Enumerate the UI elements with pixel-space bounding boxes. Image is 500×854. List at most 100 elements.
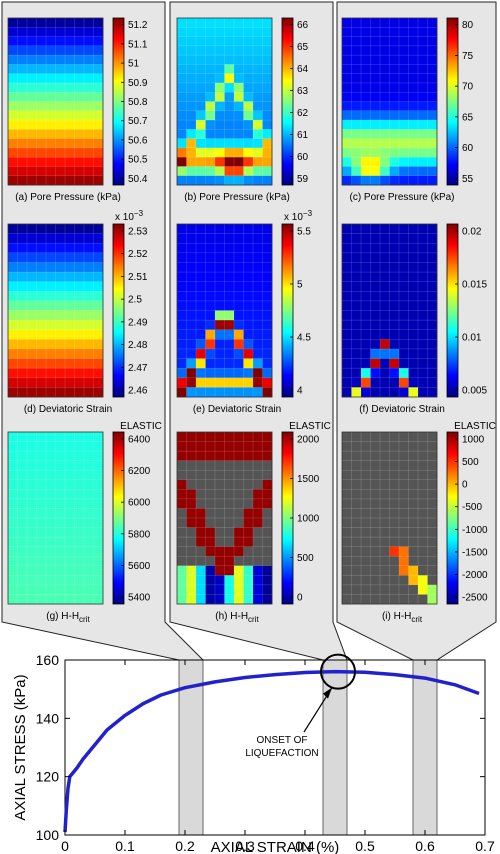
cell [186,82,197,93]
cell [342,348,352,359]
cell [234,129,244,139]
cell [65,138,75,149]
cell [399,300,409,311]
cell [205,92,216,102]
cell [418,377,428,388]
panel-caption: (f) Deviatoric Strain [359,404,445,415]
cell [65,157,75,167]
cell [17,129,28,139]
cell [234,45,244,56]
cell [196,556,206,567]
cell [370,55,381,65]
cell [93,470,104,481]
cell [418,565,428,576]
cell [74,527,85,538]
cell [427,92,438,102]
cell [243,18,254,28]
cell [389,348,400,359]
cell [17,300,28,311]
cell [46,120,56,130]
cell [234,101,244,112]
cell [55,147,66,158]
cell [389,101,400,112]
cell [36,73,47,84]
cell [408,460,419,471]
cell [399,339,409,350]
cell [215,387,225,398]
cell [46,594,56,605]
cell [8,329,18,340]
cell [342,368,352,379]
cell [36,27,47,37]
cell [234,508,244,519]
cell [351,73,362,84]
colorbar-tick-label: 2.51 [128,272,148,283]
cell [234,432,244,442]
cell [342,129,352,139]
cell [46,129,56,139]
cell [370,451,381,461]
cell [215,470,225,481]
cell [84,584,94,595]
cell [427,339,438,350]
cell [351,129,362,139]
cell [399,157,409,167]
cell [65,310,75,321]
cell [224,329,235,340]
cell [243,546,254,557]
cell [243,508,254,519]
cell [17,348,28,359]
cell [427,584,438,595]
cell [262,147,273,158]
cell [17,537,28,547]
cell [46,565,56,576]
cell [8,432,18,442]
x-tick-label: 0.1 [115,838,135,854]
cell [224,387,235,398]
cell [262,348,273,359]
cell [65,175,75,186]
cell [186,281,197,292]
cell [36,339,47,350]
cell [427,138,438,149]
cell [84,441,94,452]
cell [196,575,206,586]
cell [224,470,235,481]
cell [224,73,235,84]
colorbar [446,223,459,398]
cell [46,368,56,379]
cell [243,518,254,528]
cell [177,518,187,528]
cell [370,18,381,28]
cell [262,262,273,273]
cell [380,310,390,321]
cell [27,166,37,177]
cell [243,470,254,481]
colorbar-tick-label: 0.01 [462,333,482,344]
cell [380,92,390,102]
cell [427,329,438,340]
cell [8,252,18,263]
cell [186,556,197,567]
cell [243,243,254,254]
cell [427,243,438,254]
cell [186,565,197,576]
cell [389,281,400,292]
cell [224,129,235,139]
colorbar-tick-label: -1500 [462,547,488,558]
cell [408,224,419,234]
cell [65,348,75,359]
cell [234,262,244,273]
cell [389,92,400,102]
cell [224,45,235,56]
cell [234,252,244,263]
cell [253,18,263,28]
cell [234,339,244,350]
cell [351,508,362,519]
cell [84,243,94,254]
cell [342,157,352,167]
cell [186,575,197,586]
cell [253,120,263,130]
cell [74,224,85,234]
